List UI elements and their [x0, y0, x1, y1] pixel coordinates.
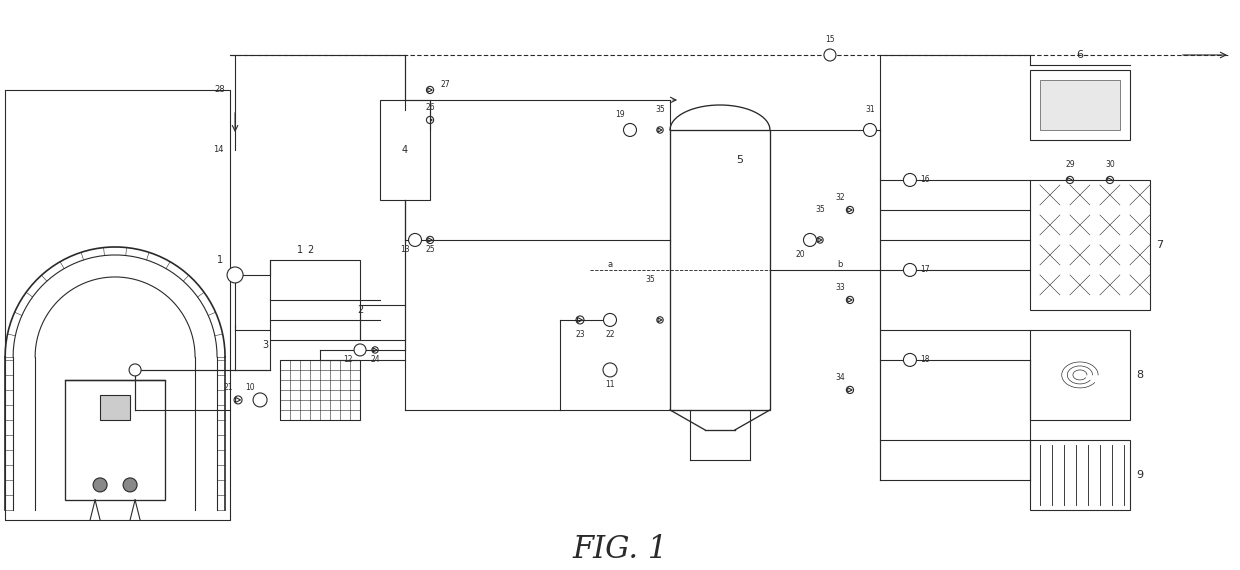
Text: 15: 15: [825, 35, 835, 44]
Text: 2: 2: [357, 305, 363, 315]
Circle shape: [823, 49, 836, 61]
Text: 9: 9: [1136, 470, 1143, 480]
Text: 25: 25: [425, 246, 435, 254]
Bar: [1030, 440, 1130, 510]
Text: 1: 1: [217, 255, 223, 265]
Polygon shape: [373, 348, 377, 352]
Polygon shape: [818, 238, 822, 242]
Polygon shape: [867, 127, 873, 133]
Bar: [1030, 180, 1149, 310]
Polygon shape: [357, 348, 363, 352]
Polygon shape: [658, 128, 662, 132]
Text: 16: 16: [920, 176, 930, 185]
Polygon shape: [1107, 178, 1112, 182]
Text: 32: 32: [836, 193, 844, 202]
Text: FIG. 1: FIG. 1: [573, 535, 667, 565]
Text: 29: 29: [1065, 161, 1075, 169]
Circle shape: [904, 173, 916, 186]
Polygon shape: [1068, 178, 1073, 182]
Polygon shape: [658, 318, 662, 322]
Text: 34: 34: [835, 373, 844, 382]
Text: 27: 27: [440, 80, 450, 89]
Text: 18: 18: [920, 356, 930, 364]
Polygon shape: [906, 177, 913, 182]
Polygon shape: [807, 237, 813, 243]
Bar: [64, 380, 165, 500]
Text: 13: 13: [401, 246, 410, 254]
Polygon shape: [428, 238, 433, 242]
Polygon shape: [405, 121, 410, 128]
Text: b: b: [837, 260, 843, 270]
Polygon shape: [428, 88, 433, 92]
Text: 4: 4: [402, 145, 408, 155]
Text: 10: 10: [246, 384, 255, 392]
Circle shape: [129, 364, 141, 376]
Text: 2: 2: [308, 245, 314, 255]
Text: 23: 23: [575, 331, 585, 340]
Circle shape: [408, 234, 422, 246]
Bar: [5, 90, 231, 520]
Text: 30: 30: [1105, 161, 1115, 169]
Circle shape: [93, 478, 107, 492]
Text: 12: 12: [343, 356, 353, 364]
Polygon shape: [428, 118, 433, 122]
Polygon shape: [848, 207, 852, 212]
Text: 35: 35: [815, 205, 825, 214]
Circle shape: [804, 234, 816, 246]
Circle shape: [603, 363, 618, 377]
Circle shape: [355, 344, 366, 356]
Text: 14: 14: [213, 145, 223, 154]
Polygon shape: [626, 127, 634, 133]
Text: 8: 8: [1136, 370, 1143, 380]
Polygon shape: [606, 367, 614, 373]
Polygon shape: [412, 237, 418, 243]
Text: 6: 6: [1076, 50, 1084, 60]
Text: 28: 28: [215, 86, 226, 95]
Bar: [379, 100, 430, 200]
Text: 33: 33: [835, 283, 844, 292]
Text: 3: 3: [262, 340, 268, 350]
Text: 17: 17: [920, 266, 930, 274]
Text: 7: 7: [1157, 240, 1163, 250]
Polygon shape: [401, 121, 405, 128]
Bar: [1040, 80, 1120, 130]
Text: 35: 35: [655, 105, 665, 115]
Polygon shape: [236, 397, 241, 402]
Text: 21: 21: [223, 384, 233, 392]
Circle shape: [863, 124, 877, 136]
Bar: [670, 130, 770, 410]
Polygon shape: [827, 52, 833, 58]
Polygon shape: [906, 357, 913, 363]
Text: 19: 19: [615, 111, 625, 120]
Circle shape: [904, 263, 916, 276]
Circle shape: [604, 314, 616, 327]
Polygon shape: [848, 388, 852, 392]
Polygon shape: [578, 317, 583, 323]
Bar: [280, 360, 360, 420]
Text: 35: 35: [645, 275, 655, 284]
Text: 24: 24: [371, 356, 379, 364]
Text: 22: 22: [605, 331, 615, 340]
Polygon shape: [606, 317, 614, 323]
Text: 5: 5: [737, 155, 744, 165]
Text: 31: 31: [866, 105, 874, 115]
Circle shape: [227, 267, 243, 283]
Bar: [1030, 330, 1130, 420]
Polygon shape: [906, 267, 913, 272]
Text: 26: 26: [425, 104, 435, 112]
Circle shape: [123, 478, 138, 492]
Polygon shape: [257, 397, 264, 403]
Circle shape: [253, 393, 267, 407]
Bar: [1030, 70, 1130, 140]
Polygon shape: [848, 298, 852, 302]
Circle shape: [904, 353, 916, 367]
Circle shape: [624, 124, 636, 136]
Bar: [270, 260, 360, 340]
Text: 1: 1: [298, 245, 303, 255]
Bar: [100, 395, 130, 420]
Text: 20: 20: [795, 250, 805, 259]
Text: a: a: [608, 260, 613, 270]
Text: 11: 11: [605, 380, 615, 389]
